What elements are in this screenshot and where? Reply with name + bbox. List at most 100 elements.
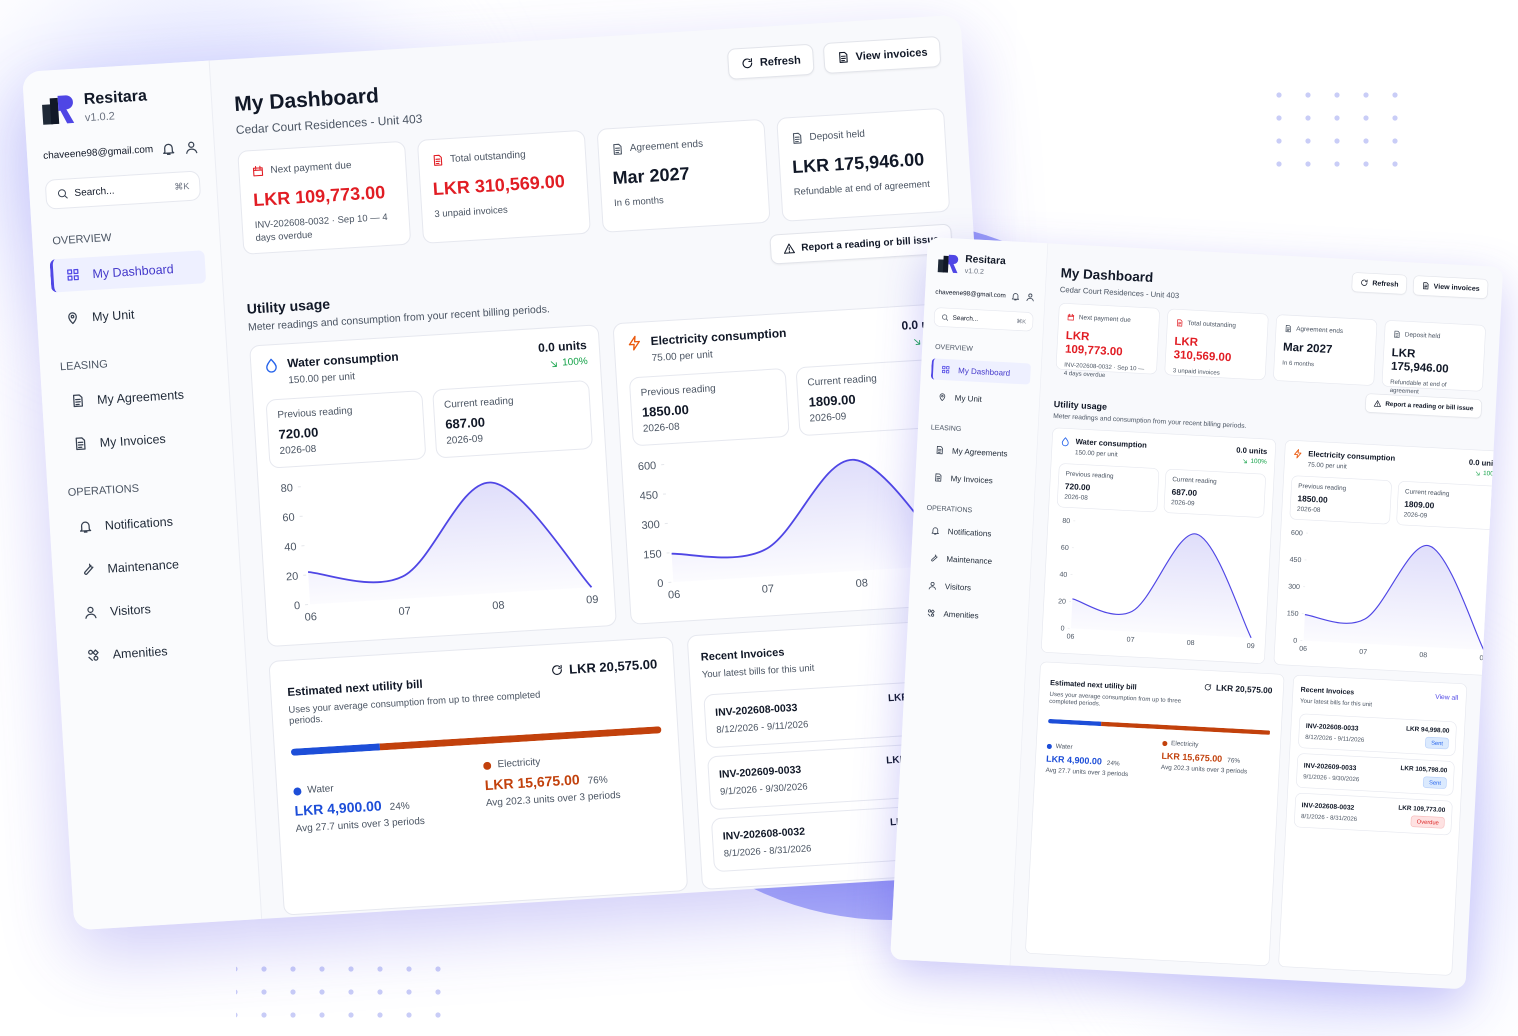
nav-label: Amenities bbox=[943, 609, 979, 621]
readings: Previous reading 720.00 2026-08 Current rea… bbox=[265, 379, 594, 469]
nav-item[interactable]: Visitors bbox=[70, 588, 227, 630]
summary-card: Total outstanding LKR 310,569.00 3 unpaid … bbox=[1164, 308, 1269, 381]
report-row: Report a reading or bill issue bbox=[244, 223, 953, 297]
page-title: My Dashboard bbox=[233, 84, 380, 117]
icon-path bbox=[792, 132, 802, 144]
icon-path bbox=[433, 154, 443, 166]
nav-item[interactable]: Maintenance bbox=[921, 547, 1021, 573]
icon-path bbox=[936, 445, 943, 455]
part-detail: Avg 27.7 units over 3 periods bbox=[1045, 766, 1129, 779]
icon bbox=[784, 243, 796, 254]
nav-label: My Agreements bbox=[96, 387, 185, 407]
nav-section-title: OVERVIEW bbox=[934, 343, 974, 353]
nav-item[interactable]: Maintenance bbox=[68, 545, 225, 587]
report-button[interactable]: Report a reading or bill issue bbox=[769, 223, 953, 265]
part-amount: LKR 15,675.00 bbox=[484, 771, 581, 794]
nav-item[interactable]: Visitors bbox=[919, 574, 1019, 600]
nav-item[interactable]: My Invoices bbox=[60, 419, 217, 461]
card-label: Agreement ends bbox=[1295, 325, 1344, 336]
nav-item[interactable]: My Dashboard bbox=[49, 250, 207, 293]
header-text: My Dashboard Cedar Court Residences - Uni… bbox=[233, 68, 423, 137]
logo bbox=[42, 95, 75, 125]
chart-rate: 150.00 per unit bbox=[1074, 449, 1118, 459]
icon bbox=[935, 473, 942, 482]
invoice-left: INV-202608-0032 8/1/2026 - 8/31/2026 bbox=[1301, 801, 1358, 822]
icon bbox=[67, 268, 79, 281]
search-shortcut: ⌘K bbox=[1016, 317, 1027, 325]
spacer bbox=[917, 629, 1016, 642]
icon bbox=[252, 165, 264, 177]
reading-period: 2026-09 bbox=[1170, 499, 1195, 508]
chart-title-text: Water consumption 150.00 per unit bbox=[1075, 437, 1147, 460]
x-tick-label: 08 bbox=[492, 600, 505, 613]
logo-part bbox=[948, 254, 959, 274]
nav-item[interactable]: My Agreements bbox=[927, 439, 1027, 465]
icon bbox=[1361, 279, 1368, 286]
user-email: chaveene98@gmail.com bbox=[42, 144, 154, 162]
nav-section-title: OPERATIONS bbox=[926, 504, 973, 515]
invoice-amount: LKR 105,798.00 bbox=[1400, 764, 1448, 775]
y-tick-label: 150 bbox=[643, 548, 662, 561]
icon-path bbox=[941, 365, 950, 374]
bar-segment bbox=[290, 743, 381, 756]
action-button[interactable]: View invoices bbox=[822, 35, 942, 75]
invoice-period: 8/12/2026 - 9/11/2026 bbox=[715, 718, 809, 736]
icon-path bbox=[928, 581, 936, 590]
status-pill: Sent bbox=[1425, 736, 1450, 750]
main: My Dashboard Cedar Court Residences - Uni… bbox=[210, 15, 1013, 919]
action-button[interactable]: Refresh bbox=[726, 43, 815, 80]
x-tick-label: 06 bbox=[668, 589, 681, 602]
card-label: Agreement ends bbox=[629, 138, 704, 155]
nav-item[interactable]: My Dashboard bbox=[930, 358, 1031, 385]
search-box[interactable]: Search... ⌘K bbox=[933, 307, 1034, 332]
icon bbox=[742, 58, 753, 69]
nav-item[interactable]: My Invoices bbox=[925, 466, 1025, 492]
action-button[interactable]: View invoices bbox=[1412, 275, 1489, 300]
icon-path bbox=[551, 360, 558, 367]
icon bbox=[88, 649, 99, 661]
reading-box: Current reading 687.00 2026-09 bbox=[432, 379, 594, 459]
nav-item[interactable]: My Unit bbox=[929, 386, 1029, 412]
y-tick-label: 80 bbox=[280, 482, 293, 495]
nav-item[interactable]: Notifications bbox=[922, 519, 1022, 545]
icon-path bbox=[1294, 449, 1302, 459]
part-name-row: Electricity bbox=[483, 749, 663, 771]
nav-label: Notifications bbox=[104, 514, 174, 533]
nav-item[interactable]: Notifications bbox=[65, 502, 222, 544]
y-tick-label: 0 bbox=[1060, 625, 1064, 632]
nav-label: My Unit bbox=[91, 307, 135, 324]
nav-item[interactable]: My Unit bbox=[52, 293, 209, 335]
estimate-part: Electricity LKR 15,675.00 76% Avg 202.3 uni… bbox=[483, 749, 666, 823]
icon bbox=[433, 154, 443, 166]
chart-rate: 150.00 per unit bbox=[288, 371, 356, 387]
icon-path bbox=[1423, 282, 1429, 290]
icon bbox=[1294, 449, 1302, 459]
nav-item[interactable]: My Agreements bbox=[57, 376, 214, 418]
part-detail: Avg 202.3 units over 3 periods bbox=[1160, 763, 1248, 776]
estimate-part: Water LKR 4,900.00 24% Avg 27.7 units over … bbox=[292, 761, 475, 835]
view-all-link[interactable]: View all bbox=[1434, 692, 1459, 702]
invoice-id: INV-202608-0033 bbox=[1305, 721, 1359, 733]
report-button[interactable]: Report a reading or bill issue bbox=[1364, 393, 1483, 419]
icon bbox=[75, 437, 86, 451]
nav-section-title: OVERVIEW bbox=[52, 231, 112, 248]
reading-label: Current reading bbox=[1172, 476, 1217, 486]
invoice-period: 8/12/2026 - 9/11/2026 bbox=[1305, 733, 1365, 744]
search-box[interactable]: Search... ⌘K bbox=[44, 170, 202, 210]
estimate-parts: Water LKR 4,900.00 24% Avg 27.7 units over … bbox=[1045, 734, 1269, 786]
card-head: Agreement ends bbox=[610, 135, 753, 157]
legend-dot bbox=[1162, 740, 1168, 746]
icon bbox=[1026, 293, 1034, 302]
nav-item[interactable]: Amenities bbox=[918, 602, 1018, 628]
nav-item[interactable]: Amenities bbox=[73, 630, 230, 672]
invoices-subtitle: Your latest bills for this unit bbox=[1299, 697, 1373, 709]
nav-label: Notifications bbox=[947, 526, 992, 538]
reading-box: Previous reading 720.00 2026-08 bbox=[1056, 463, 1160, 513]
invoice-item[interactable]: INV-202608-0033 8/12/2026 - 9/11/2026 LKR … bbox=[1297, 713, 1457, 757]
action-button[interactable]: Refresh bbox=[1351, 272, 1408, 295]
icon bbox=[941, 365, 950, 374]
